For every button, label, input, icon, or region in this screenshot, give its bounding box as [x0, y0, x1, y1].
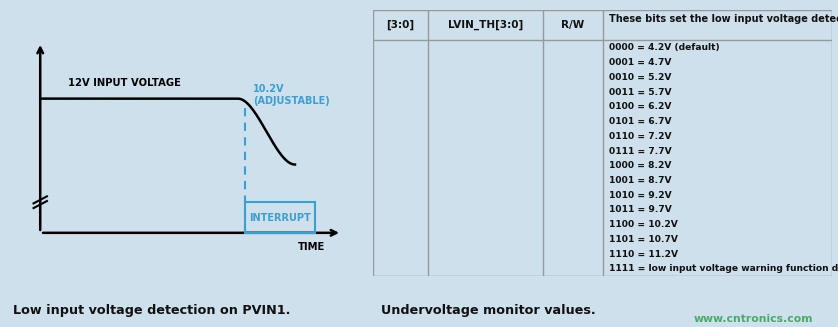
Text: 0000 = 4.2V (default): 0000 = 4.2V (default)	[609, 43, 720, 52]
Text: 10.2V
(ADJUSTABLE): 10.2V (ADJUSTABLE)	[253, 84, 330, 106]
Text: Undervoltage monitor values.: Undervoltage monitor values.	[381, 304, 596, 317]
Text: TIME: TIME	[298, 242, 325, 252]
Text: 1110 = 11.2V: 1110 = 11.2V	[609, 250, 679, 259]
Text: 1111 = low input voltage warning function disabled: 1111 = low input voltage warning functio…	[609, 265, 838, 273]
Text: 0110 = 7.2V: 0110 = 7.2V	[609, 132, 672, 141]
Text: Low input voltage detection on PVIN1.: Low input voltage detection on PVIN1.	[13, 304, 290, 317]
Text: 0111 = 7.7V: 0111 = 7.7V	[609, 146, 672, 156]
Text: 1011 = 9.7V: 1011 = 9.7V	[609, 205, 672, 215]
Text: These bits set the low input voltage detection threshold.: These bits set the low input voltage det…	[609, 14, 838, 24]
Text: 1101 = 10.7V: 1101 = 10.7V	[609, 235, 679, 244]
Text: R/W: R/W	[561, 20, 584, 30]
Text: 0011 = 5.7V: 0011 = 5.7V	[609, 88, 672, 96]
Text: 1010 = 9.2V: 1010 = 9.2V	[609, 191, 672, 200]
Text: 0010 = 5.2V: 0010 = 5.2V	[609, 73, 672, 82]
Text: www.cntronics.com: www.cntronics.com	[693, 314, 813, 324]
Text: 1100 = 10.2V: 1100 = 10.2V	[609, 220, 678, 229]
Text: 0001 = 4.7V: 0001 = 4.7V	[609, 58, 672, 67]
Text: 12V INPUT VOLTAGE: 12V INPUT VOLTAGE	[68, 78, 180, 88]
Text: INTERRUPT: INTERRUPT	[249, 213, 311, 222]
Text: 1000 = 8.2V: 1000 = 8.2V	[609, 161, 672, 170]
Text: [3:0]: [3:0]	[386, 20, 415, 30]
Bar	[245, 202, 315, 233]
Text: 0101 = 6.7V: 0101 = 6.7V	[609, 117, 672, 126]
Text: 0100 = 6.2V: 0100 = 6.2V	[609, 102, 672, 111]
Text: LVIN_TH[3:0]: LVIN_TH[3:0]	[447, 20, 523, 30]
Text: 1001 = 8.7V: 1001 = 8.7V	[609, 176, 672, 185]
